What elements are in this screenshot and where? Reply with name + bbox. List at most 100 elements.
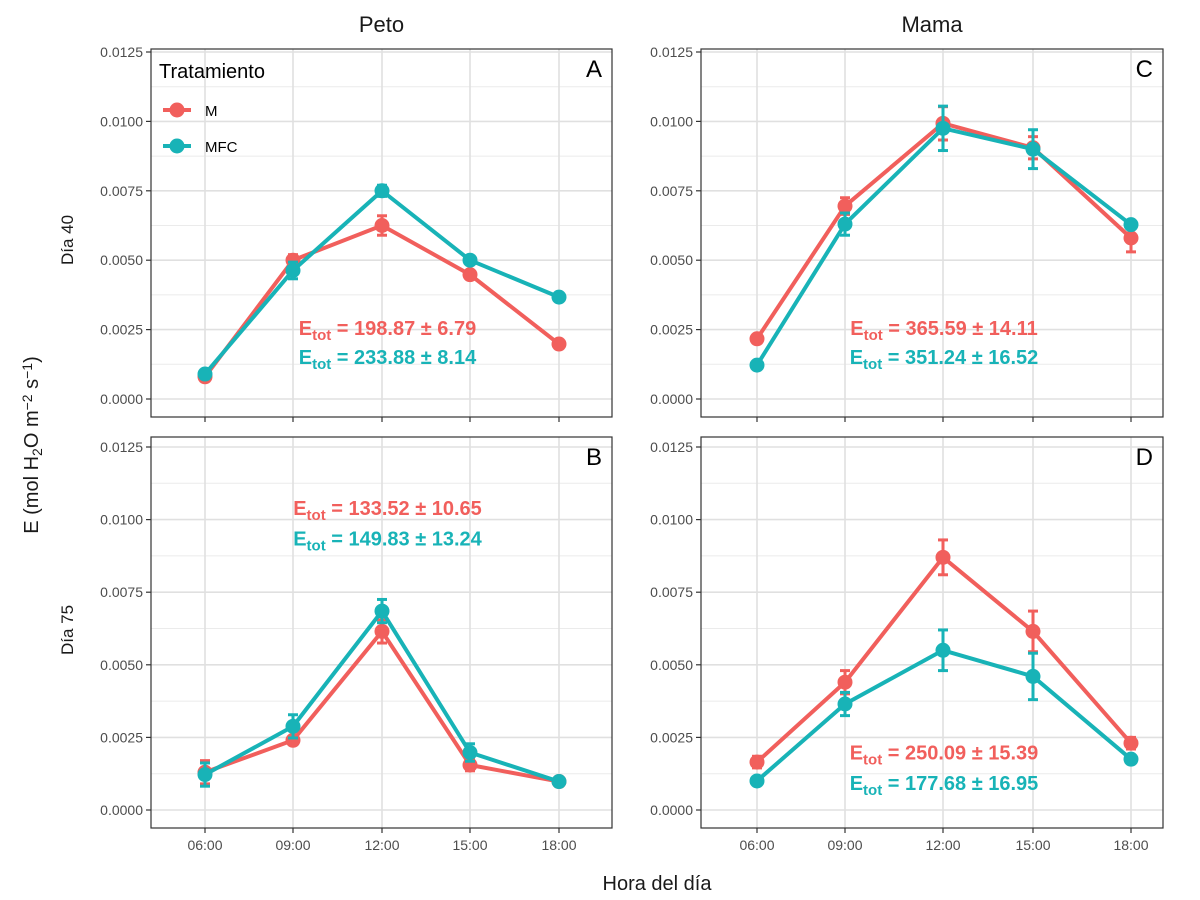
legend-title: Tratamiento [159, 61, 265, 83]
x-tick-label: 12:00 [925, 837, 960, 853]
data-point-mfc [749, 773, 765, 789]
annotation-etot-m: Etot = 133.52 ± 10.65 [293, 498, 482, 524]
panel-border [700, 48, 1164, 418]
data-point-mfc [197, 366, 213, 382]
data-point-mfc [285, 718, 301, 734]
y-tick-label: 0.0025 [100, 322, 143, 338]
data-point-mfc [935, 642, 951, 658]
x-tick-label: 18:00 [1113, 837, 1148, 853]
y-tick-label: 0.0025 [650, 322, 693, 338]
y-tick-label: 0.0125 [100, 439, 143, 455]
annotation-value: = 365.59 ± 14.11 [883, 318, 1038, 340]
y-tick-label: 0.0050 [100, 657, 143, 673]
y-tick-label: 0.0075 [100, 183, 143, 199]
legend-label-m: M [205, 103, 218, 120]
annotation-value: = 177.68 ± 16.95 [882, 773, 1038, 795]
annotation-value: = 250.09 ± 15.39 [882, 743, 1038, 765]
data-point-m [837, 674, 853, 690]
annotation-etot-m: Etot = 250.09 ± 15.39 [850, 743, 1039, 769]
x-tick-label: 09:00 [827, 837, 862, 853]
panel-tag-label: C [1136, 56, 1153, 83]
y-tick-label: 0.0000 [650, 391, 693, 407]
annotation-subscript: tot [864, 327, 883, 344]
data-point-mfc [374, 603, 390, 619]
annotation-symbol: E [850, 773, 863, 795]
data-point-m [374, 623, 390, 639]
x-tick-label: 15:00 [1015, 837, 1050, 853]
y-axis-title-part: E (mol H [21, 456, 43, 534]
data-point-mfc [462, 745, 478, 761]
y-axis-title: E (mol H2O m−2 s−1) [19, 356, 44, 534]
data-point-mfc [285, 262, 301, 278]
y-axis-title-part: s [21, 379, 43, 395]
legend-key-point [169, 138, 185, 154]
y-axis-title-part: ) [21, 356, 43, 363]
y-tick-label: 0.0075 [650, 183, 693, 199]
y-tick-label: 0.0100 [650, 512, 693, 528]
y-tick-label: 0.0075 [100, 584, 143, 600]
legend-label-mfc: MFC [205, 139, 238, 156]
legend: Tratamiento M MFC [159, 61, 265, 156]
x-axis-title: Hora del día [603, 873, 713, 895]
annotation-value: = 233.88 ± 8.14 [331, 347, 477, 369]
annotation-subscript: tot [312, 355, 331, 372]
panel-border [150, 48, 613, 418]
panel-border [700, 436, 1164, 829]
y-tick-label: 0.0125 [100, 44, 143, 60]
y-tick-label: 0.0075 [650, 584, 693, 600]
data-point-mfc [837, 696, 853, 712]
y-tick-label: 0.0100 [100, 113, 143, 129]
annotation-value: = 133.52 ± 10.65 [326, 498, 482, 520]
y-tick-label: 0.0000 [100, 391, 143, 407]
data-point-mfc [551, 289, 567, 305]
data-point-m [551, 336, 567, 352]
y-tick-label: 0.0125 [650, 44, 693, 60]
data-point-m [749, 754, 765, 770]
data-point-m [1025, 623, 1041, 639]
annotation-value: = 149.83 ± 13.24 [326, 528, 483, 550]
data-point-m [374, 218, 390, 233]
x-tick-label: 09:00 [275, 837, 310, 853]
data-point-m [285, 252, 301, 268]
annotation-value: = 351.24 ± 16.52 [882, 347, 1038, 369]
panel-border [150, 436, 613, 829]
data-point-mfc [837, 216, 853, 232]
annotation-subscript: tot [863, 751, 882, 768]
data-point-mfc [374, 183, 390, 199]
y-tick-label: 0.0050 [100, 252, 143, 268]
data-point-mfc [462, 252, 478, 268]
data-point-mfc [1123, 217, 1139, 233]
column-strip-label: Peto [359, 12, 404, 37]
panel-tag-label: A [586, 56, 602, 83]
y-tick-label: 0.0025 [100, 729, 143, 745]
x-tick-label: 06:00 [187, 837, 222, 853]
panel-a: 0.0000 0.0025 0.0050 0.0075 0.0100 0.0125 Etot… [100, 44, 613, 422]
data-point-m [935, 549, 951, 565]
y-tick-label: 0.0100 [100, 512, 143, 528]
y-tick-label: 0.0025 [650, 729, 693, 745]
y-tick-label: 0.0050 [650, 252, 693, 268]
annotation-etot-m: Etot = 198.87 ± 6.79 [299, 318, 476, 344]
annotation-subscript: tot [863, 355, 882, 372]
data-point-m [1123, 230, 1139, 246]
annotation-etot-mfc: Etot = 233.88 ± 8.14 [299, 347, 477, 373]
annotation-etot-mfc: Etot = 351.24 ± 16.52 [850, 347, 1039, 373]
annotation-etot-mfc: Etot = 177.68 ± 16.95 [850, 773, 1039, 799]
panel-background [701, 49, 1163, 417]
x-tick-label: 12:00 [364, 837, 399, 853]
y-tick-label: 0.0000 [100, 802, 143, 818]
x-tick-label: 15:00 [452, 837, 487, 853]
data-point-m [462, 267, 478, 283]
annotation-symbol: E [850, 743, 863, 765]
data-point-mfc [551, 774, 567, 790]
legend-key-point [169, 102, 185, 118]
data-point-mfc [197, 767, 213, 783]
annotation-symbol: E [850, 347, 863, 369]
data-point-mfc [935, 120, 951, 136]
annotation-subscript: tot [307, 506, 326, 523]
data-point-m [749, 331, 765, 347]
annotation-value: = 198.87 ± 6.79 [331, 318, 476, 340]
row-label: Día 75 [58, 605, 77, 655]
annotation-symbol: E [299, 347, 312, 369]
